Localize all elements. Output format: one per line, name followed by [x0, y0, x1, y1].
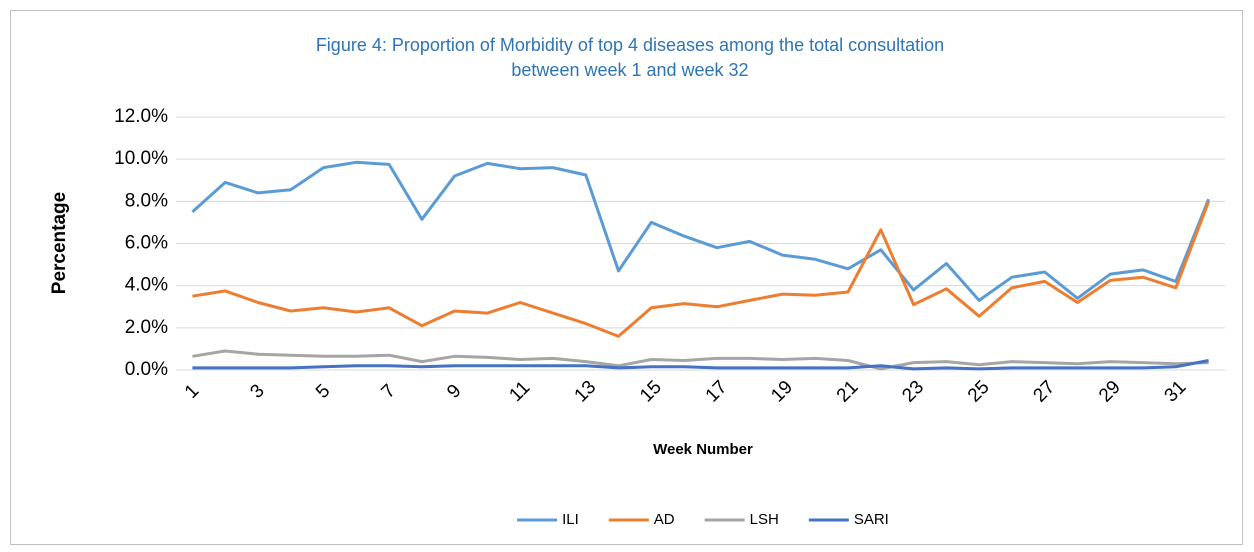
legend-label: SARI	[854, 511, 889, 528]
y-tick-label: 8.0%	[125, 190, 168, 211]
chart-title: Figure 4: Proportion of Morbidity of top…	[316, 35, 944, 55]
series-line	[191, 160, 1210, 302]
y-tick-label: 2.0%	[125, 317, 168, 338]
legend-label: LSH	[750, 511, 779, 528]
legend: ILI AD LSH SARI	[517, 511, 889, 528]
series-line	[192, 359, 1209, 371]
x-axis-label: Week Number	[653, 441, 753, 458]
y-tick-label: 12.0%	[114, 106, 168, 127]
legend-label: AD	[654, 511, 675, 528]
y-tick-label: 0.0%	[125, 359, 168, 380]
legend-label: ILI	[562, 511, 579, 528]
chart-frame	[10, 10, 1243, 545]
y-tick-label: 4.0%	[125, 275, 168, 296]
y-axis-label: Percentage	[49, 192, 70, 294]
chart-title: between week 1 and week 32	[511, 60, 748, 80]
series-line	[192, 349, 1209, 371]
series-line	[192, 200, 1211, 338]
y-tick-label: 10.0%	[114, 148, 168, 169]
y-tick-label: 6.0%	[125, 233, 168, 254]
